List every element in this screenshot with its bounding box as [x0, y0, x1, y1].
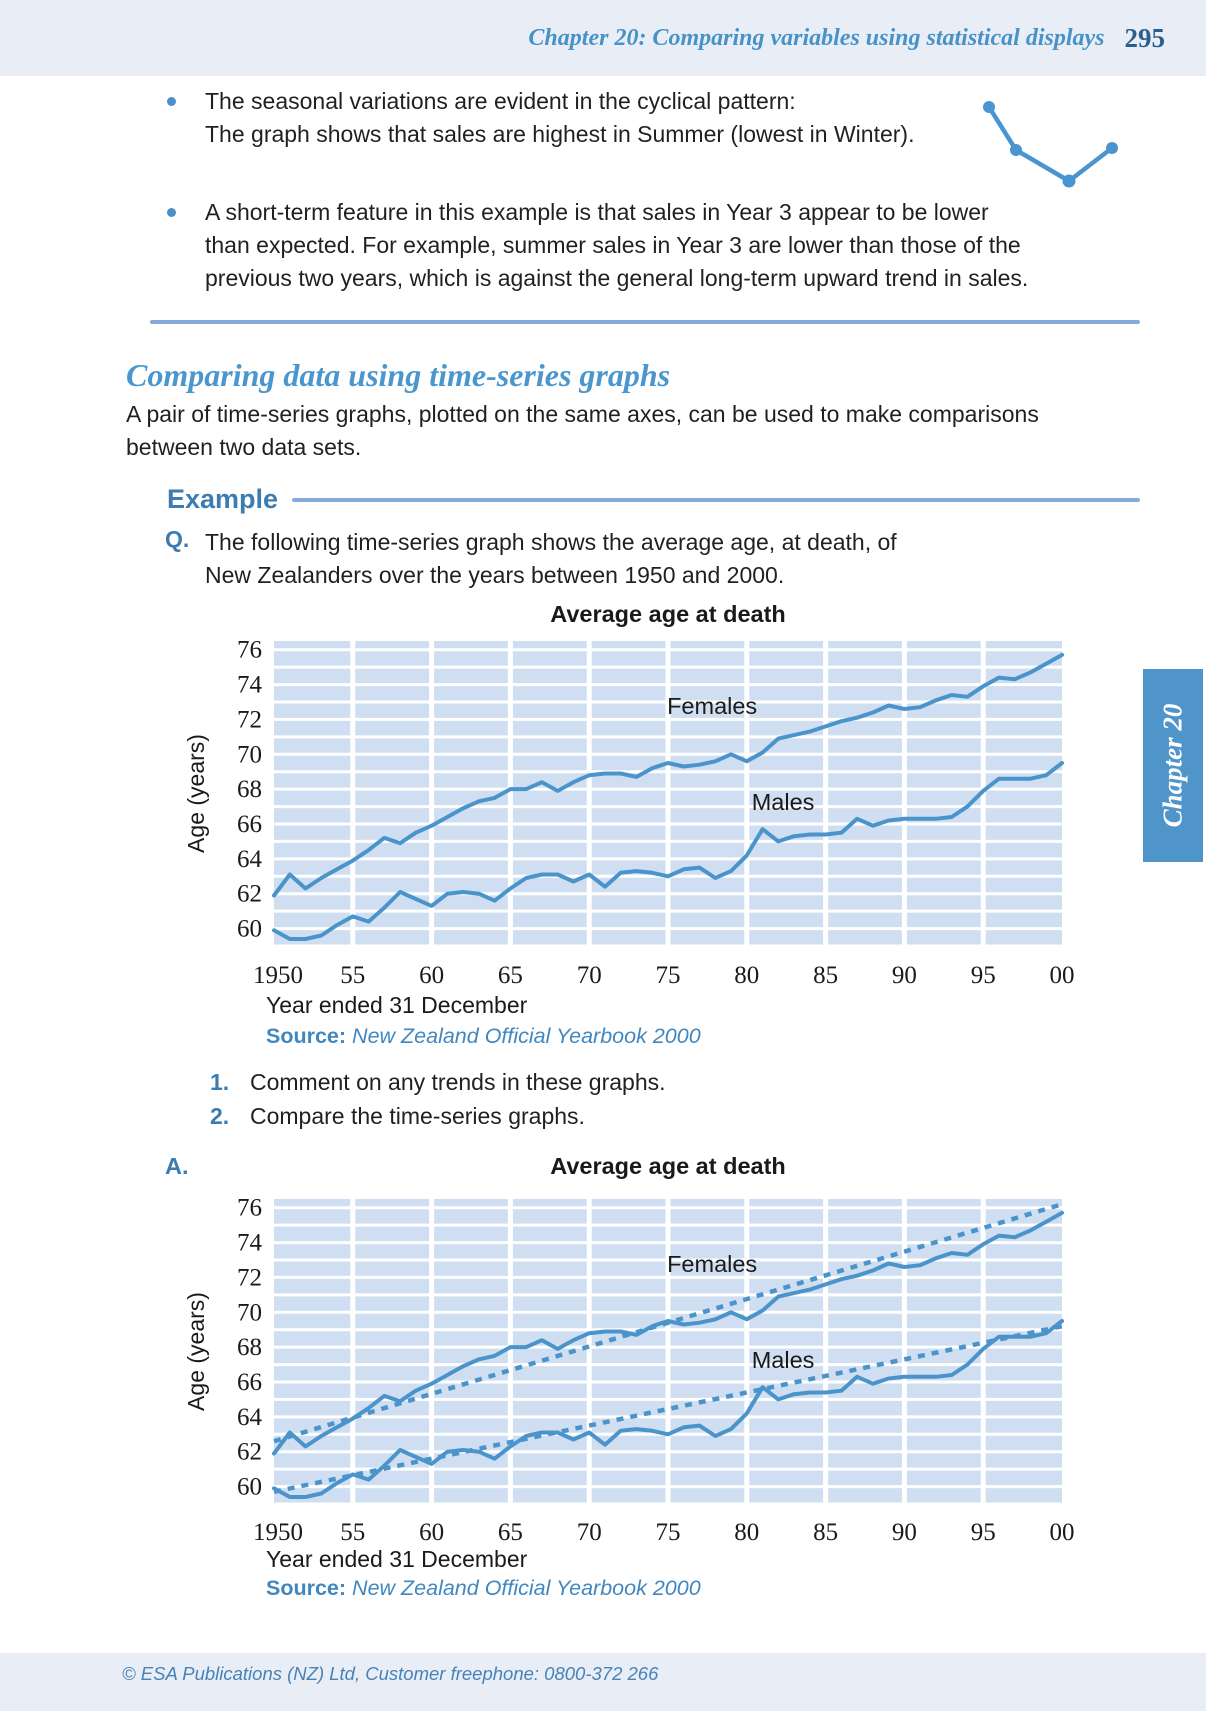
footer-band [0, 1653, 1206, 1711]
chart1-title: Average age at death [550, 601, 786, 627]
intro-line: A pair of time-series graphs, plotted on… [126, 401, 1039, 427]
x-tick-label: 80 [734, 1519, 759, 1546]
source-label: Source: [266, 1576, 347, 1600]
chapter-side-tab: Chapter 20 [1143, 669, 1203, 862]
x-tick-label: 1950 [253, 1519, 303, 1546]
y-tick-label: 72 [237, 706, 262, 733]
page-number: 295 [1124, 22, 1166, 53]
header-band [0, 0, 1206, 76]
bullet-line: than expected. For example, summer sales… [205, 232, 1021, 258]
series-line-males [272, 1319, 1064, 1499]
bullet-line: previous two years, which is against the… [205, 265, 1029, 291]
y-tick-label: 70 [237, 741, 262, 768]
y-tick-label: 62 [237, 1439, 262, 1466]
question-line: New Zealanders over the years between 19… [205, 562, 785, 588]
x-tick-label: 70 [577, 1519, 602, 1546]
intro-line: between two data sets. [126, 434, 362, 460]
y-tick-label: 68 [237, 776, 262, 803]
x-tick-label: 85 [813, 962, 838, 989]
x-tick-label: 70 [577, 962, 602, 989]
bullet-item-2: A short-term feature in this example is … [167, 196, 1047, 295]
bullet-line: The seasonal variations are evident in t… [205, 88, 796, 114]
bullet-icon [167, 97, 176, 106]
x-tick-label: 00 [1050, 962, 1075, 989]
bullet-line: The graph shows that sales are highest i… [205, 121, 915, 147]
example-rule [292, 498, 1140, 502]
series-label-females: Females [667, 1251, 757, 1277]
question-text: The following time-series graph shows th… [205, 526, 1055, 592]
y-tick-label: 72 [237, 1264, 262, 1291]
chart1-xaxis-note: Year ended 31 December [266, 992, 528, 1018]
series-line-males [272, 761, 1064, 941]
section-divider [150, 320, 1140, 324]
answer-marker: A. [165, 1153, 189, 1179]
y-tick-label: 66 [237, 811, 262, 838]
x-tick-label: 60 [419, 1519, 444, 1546]
y-axis-title: Age (years) [183, 734, 209, 853]
y-tick-label: 74 [237, 672, 263, 699]
source-text: New Zealand Official Yearbook 2000 [352, 1024, 701, 1048]
y-tick-label: 62 [237, 881, 262, 908]
y-axis-title: Age (years) [183, 1292, 209, 1411]
bullet-line: A short-term feature in this example is … [205, 199, 989, 225]
series-line-females [272, 1210, 1064, 1456]
source-text: New Zealand Official Yearbook 2000 [352, 1576, 701, 1600]
x-tick-label: 95 [971, 1519, 996, 1546]
y-tick-label: 64 [237, 1404, 263, 1431]
footer-copyright: © ESA Publications (NZ) Ltd, Customer fr… [122, 1663, 659, 1684]
question-marker: Q. [165, 526, 190, 552]
x-tick-label: 90 [892, 1519, 917, 1546]
x-tick-label: 75 [656, 1519, 681, 1546]
chart1-source: Source: New Zealand Official Yearbook 20… [266, 1024, 701, 1049]
series-line-females [272, 652, 1064, 898]
series-label-females: Females [667, 693, 757, 719]
y-tick-label: 60 [237, 1474, 262, 1501]
y-tick-label: 76 [237, 637, 262, 664]
chart-plot-2: Females Males 60 62 64 66 68 70 72 74 76 1950 55 60 65… [183, 1195, 1075, 1546]
y-tick-label: 60 [237, 916, 262, 943]
y-tick-label: 74 [237, 1230, 263, 1257]
x-tick-label: 85 [813, 1519, 838, 1546]
x-tick-label: 00 [1050, 1519, 1075, 1546]
section-intro: A pair of time-series graphs, plotted on… [126, 398, 1146, 464]
item-2-number: 2. [210, 1103, 230, 1129]
chart2-xaxis-note: Year ended 31 December [266, 1546, 528, 1572]
item-1-number: 1. [210, 1069, 230, 1095]
series-label-males: Males [752, 789, 815, 815]
chart-plot-1: Females Males 60 62 64 66 68 70 72 74 76 1950 55 60 65… [183, 637, 1075, 989]
section-heading: Comparing data using time-series graphs [126, 357, 671, 393]
chart2-source: Source: New Zealand Official Yearbook 20… [266, 1576, 701, 1601]
page-header: Chapter 20: Comparing variables using st… [528, 0, 1165, 76]
chart2-title: Average age at death [550, 1153, 786, 1179]
source-label: Source: [266, 1024, 347, 1048]
series-label-males: Males [752, 1347, 815, 1373]
item-1-text: Comment on any trends in these graphs. [250, 1069, 666, 1095]
y-tick-label: 70 [237, 1299, 262, 1326]
x-tick-label: 75 [656, 962, 681, 989]
mini-line-graph-icon [983, 101, 1118, 188]
y-tick-label: 66 [237, 1369, 262, 1396]
x-tick-label: 1950 [253, 962, 303, 989]
x-tick-label: 95 [971, 962, 996, 989]
x-tick-label: 65 [498, 962, 523, 989]
y-tick-label: 64 [237, 846, 263, 873]
example-label: Example [167, 484, 279, 514]
item-2-text: Compare the time-series graphs. [250, 1103, 585, 1129]
x-tick-label: 80 [734, 962, 759, 989]
x-tick-label: 65 [498, 1519, 523, 1546]
y-tick-label: 68 [237, 1334, 262, 1361]
bullet-icon [167, 208, 176, 217]
bullet-item-1: The seasonal variations are evident in t… [167, 85, 1047, 151]
question-line: The following time-series graph shows th… [205, 529, 897, 555]
y-tick-label: 76 [237, 1195, 262, 1222]
chapter-header-title: Chapter 20: Comparing variables using st… [528, 24, 1105, 51]
x-tick-label: 60 [419, 962, 444, 989]
x-tick-label: 55 [340, 962, 365, 989]
x-tick-label: 55 [340, 1519, 365, 1546]
x-tick-label: 90 [892, 962, 917, 989]
